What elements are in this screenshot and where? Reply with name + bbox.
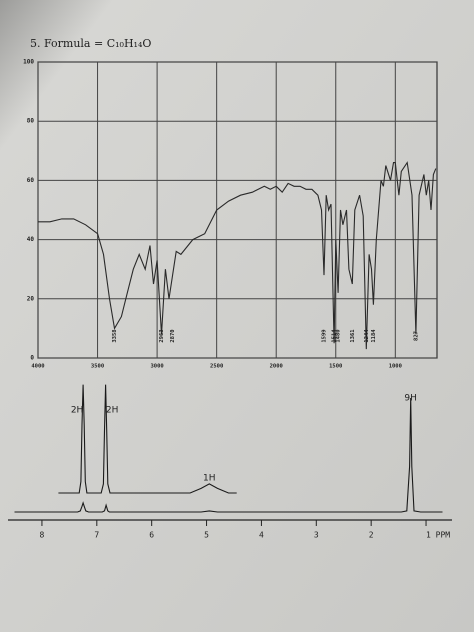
- x-tick-label: 7: [94, 531, 99, 540]
- y-tick-label: 60: [27, 177, 35, 184]
- integration-label: 9H: [404, 394, 417, 404]
- x-tick-label: 3: [314, 531, 319, 540]
- y-tick-label: 80: [27, 118, 35, 125]
- integration-label: 2H: [71, 406, 84, 416]
- title: 5. Formula = C₁₀H₁₄O: [30, 37, 151, 50]
- y-tick-label: 0: [30, 355, 34, 362]
- x-tick-label: 4000: [31, 364, 44, 370]
- x-tick-label: 3000: [150, 364, 163, 370]
- peak-label: 827: [413, 331, 419, 341]
- peak-label: 2870: [170, 329, 176, 342]
- spectrum-line: [14, 397, 443, 513]
- x-tick-label: 2: [369, 531, 374, 540]
- x-tick-label: 6: [149, 531, 154, 540]
- peak-label: 1514: [332, 329, 338, 343]
- peak-label: 1361: [350, 329, 356, 343]
- x-tick-label: 1 PPM: [426, 531, 450, 540]
- spectrum-line: [38, 161, 437, 350]
- y-tick-label: 40: [27, 236, 35, 243]
- x-tick-label: 3500: [91, 364, 104, 370]
- y-tick-label: 20: [27, 295, 35, 302]
- integration-label: 2H: [106, 406, 119, 416]
- peak-label: 3358: [112, 329, 118, 342]
- x-tick-label: 8: [40, 531, 45, 540]
- x-tick-label: 1000: [389, 364, 402, 370]
- peak-label: 1184: [371, 329, 377, 343]
- inset-spectrum-line: [58, 384, 237, 494]
- peak-label: 1244: [364, 329, 370, 343]
- integration-label: 1H: [203, 474, 216, 484]
- x-tick-label: 2000: [270, 364, 283, 370]
- peak-label: 1599: [321, 329, 327, 342]
- peak-label: 1480: [336, 329, 342, 342]
- x-tick-label: 2500: [210, 364, 223, 370]
- x-tick-label: 5: [204, 531, 209, 540]
- x-tick-label: 4: [259, 531, 264, 540]
- peak-label: 2963: [159, 329, 165, 342]
- x-tick-label: 1500: [329, 364, 342, 370]
- y-tick-label: 100: [23, 59, 34, 66]
